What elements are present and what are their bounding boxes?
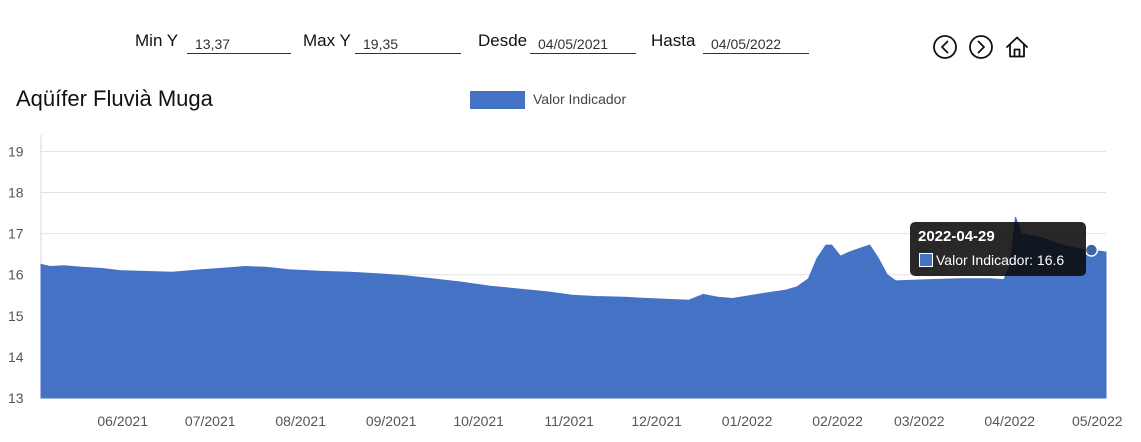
- x-tick-label: 11/2021: [544, 413, 594, 429]
- next-button[interactable]: [968, 34, 994, 60]
- home-button[interactable]: [1004, 34, 1030, 60]
- y-tick-label: 19: [8, 143, 24, 159]
- prev-button[interactable]: [932, 34, 958, 60]
- legend-swatch: [470, 91, 525, 109]
- series-area: [40, 216, 1107, 399]
- y-tick-label: 15: [8, 308, 24, 324]
- x-tick-label: 07/2021: [185, 413, 236, 429]
- circle-chevron-left-icon: [933, 35, 957, 59]
- y-tick-label: 17: [8, 226, 24, 242]
- tooltip-swatch: [919, 253, 933, 267]
- x-tick-label: 10/2021: [453, 413, 504, 429]
- y-tick-label: 13: [8, 390, 24, 406]
- x-tick-label: 12/2021: [631, 413, 682, 429]
- min-y-label: Min Y: [135, 31, 179, 50]
- tooltip-value: Valor Indicador: 16.6: [936, 252, 1065, 268]
- min-y-input[interactable]: [187, 28, 291, 54]
- hasta-input[interactable]: [703, 28, 809, 54]
- x-tick-label: 03/2022: [894, 413, 945, 429]
- x-tick-label: 04/2022: [984, 413, 1035, 429]
- x-tick-label: 08/2021: [275, 413, 326, 429]
- legend-label: Valor Indicador: [533, 91, 627, 107]
- controls-bar: Min Y Max Y Desde Hasta: [0, 28, 1141, 58]
- desde-input[interactable]: [530, 28, 636, 54]
- chart-tooltip: 2022-04-29 Valor Indicador: 16.6: [910, 222, 1086, 276]
- x-tick-label: 01/2022: [722, 413, 773, 429]
- y-tick-label: 18: [8, 184, 24, 200]
- max-y-input[interactable]: [355, 28, 461, 54]
- hasta-label: Hasta: [651, 31, 696, 50]
- x-tick-label: 09/2021: [366, 413, 417, 429]
- y-tick-label: 14: [8, 349, 24, 365]
- y-tick-label: 16: [8, 267, 24, 283]
- desde-label: Desde: [478, 31, 528, 50]
- circle-chevron-right-icon: [969, 35, 993, 59]
- x-tick-label: 05/2022: [1072, 413, 1123, 429]
- max-y-label: Max Y: [303, 31, 351, 50]
- home-icon: [1006, 36, 1028, 58]
- x-tick-label: 02/2022: [812, 413, 863, 429]
- highlight-point: [1084, 243, 1099, 257]
- tooltip-date: 2022-04-29: [918, 228, 995, 245]
- chart-title: Aqüífer Fluvià Muga: [16, 86, 213, 111]
- x-tick-label: 06/2021: [97, 413, 148, 429]
